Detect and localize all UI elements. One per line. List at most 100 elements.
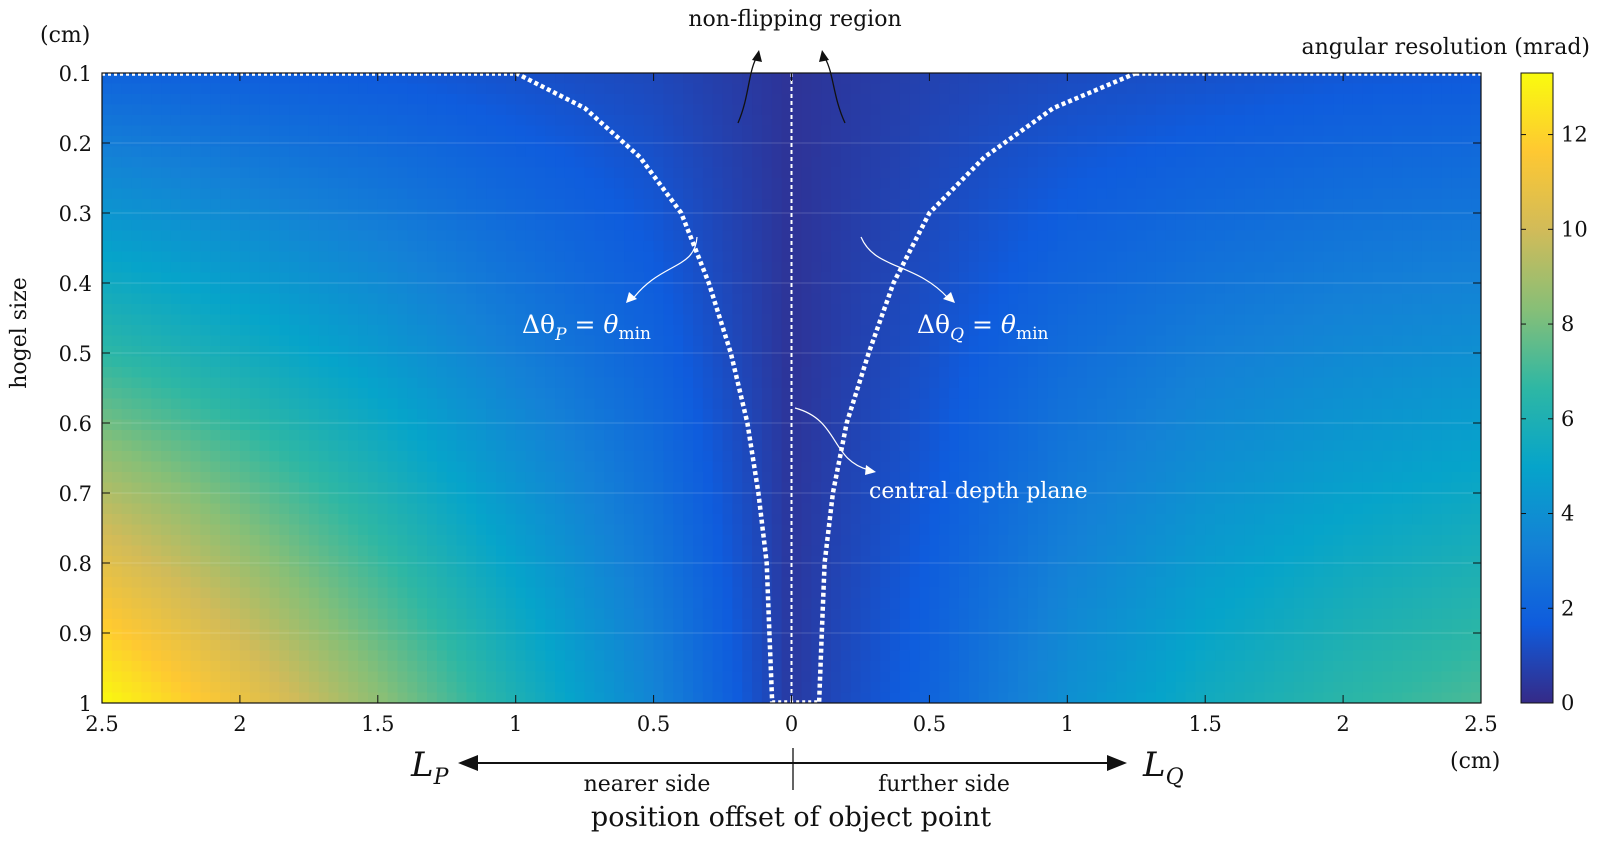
heatmap-cell xyxy=(161,293,172,305)
heatmap-cell xyxy=(338,367,349,379)
heatmap-cell xyxy=(1146,430,1157,442)
heatmap-cell xyxy=(230,325,241,337)
heatmap-cell xyxy=(121,83,133,95)
heatmap-cell xyxy=(170,199,182,211)
heatmap-cell xyxy=(239,125,251,137)
heatmap-cell xyxy=(998,388,1009,400)
heatmap-cell xyxy=(1234,136,1246,148)
heatmap-cell xyxy=(230,440,241,452)
heatmap-cell xyxy=(505,398,517,410)
heatmap-cell xyxy=(791,293,802,305)
heatmap-cell xyxy=(761,230,773,242)
heatmap-cell xyxy=(239,83,251,95)
heatmap-cell xyxy=(1293,241,1305,253)
heatmap-cell xyxy=(880,283,891,295)
heatmap-cell xyxy=(998,178,1009,190)
heatmap-cell xyxy=(299,440,310,452)
heatmap-cell xyxy=(1195,430,1206,442)
heatmap-cell xyxy=(1116,199,1127,211)
heatmap-cell xyxy=(1037,356,1049,368)
heatmap-cell xyxy=(486,314,497,326)
heatmap-cell xyxy=(1215,178,1226,190)
heatmap-cell xyxy=(338,335,349,347)
heatmap-cell xyxy=(397,440,408,452)
heatmap-cell xyxy=(1185,367,1196,379)
heatmap-cell xyxy=(653,209,665,221)
heatmap-cell xyxy=(1165,377,1177,389)
heatmap-cell xyxy=(407,251,418,263)
heatmap-cell xyxy=(1106,356,1118,368)
heatmap-cell xyxy=(1293,136,1305,148)
heatmap-cell xyxy=(1264,188,1275,200)
heatmap-cell xyxy=(1126,388,1137,400)
heatmap-cell xyxy=(407,335,418,347)
heatmap-cell xyxy=(663,241,674,253)
heatmap-cell xyxy=(949,346,960,358)
heatmap-cell xyxy=(1126,136,1137,148)
heatmap-cell xyxy=(860,188,871,200)
heatmap-cell xyxy=(387,335,399,347)
heatmap-cell xyxy=(791,388,802,400)
heatmap-cell xyxy=(958,419,970,431)
heatmap-cell xyxy=(604,241,615,253)
heatmap-cell xyxy=(919,430,930,442)
heatmap-cell xyxy=(1362,419,1374,431)
heatmap-cell xyxy=(338,430,349,442)
heatmap-cell xyxy=(161,241,172,253)
heatmap-cell xyxy=(1018,241,1029,253)
heatmap-cell xyxy=(279,241,290,253)
heatmap-cell xyxy=(929,346,940,358)
heatmap-cell xyxy=(1431,199,1443,211)
heatmap-cell xyxy=(1205,325,1216,337)
heatmap-cell xyxy=(269,430,280,442)
heatmap-cell xyxy=(1146,83,1157,95)
heatmap-cell xyxy=(1027,398,1039,410)
heatmap-cell xyxy=(801,157,812,169)
heatmap-cell xyxy=(870,335,881,347)
heatmap-cell xyxy=(161,419,172,431)
heatmap-cell xyxy=(1352,304,1364,316)
heatmap-cell xyxy=(456,325,468,337)
heatmap-cell xyxy=(1146,283,1157,295)
heatmap-cell xyxy=(673,409,684,421)
heatmap-cell xyxy=(909,146,921,158)
heatmap-cell xyxy=(259,325,271,337)
heatmap-cell xyxy=(102,178,113,190)
heatmap-cell xyxy=(594,346,605,358)
heatmap-cell xyxy=(1254,346,1265,358)
heatmap-cell xyxy=(1362,335,1374,347)
heatmap-cell xyxy=(584,230,596,242)
heatmap-cell xyxy=(121,188,133,200)
heatmap-cell xyxy=(1175,388,1187,400)
heatmap-cell xyxy=(1155,314,1167,326)
heatmap-cell xyxy=(988,304,999,316)
heatmap-cell xyxy=(712,178,724,190)
heatmap-cell xyxy=(367,325,379,337)
heatmap-cell xyxy=(1352,104,1364,116)
heatmap-cell xyxy=(968,157,980,169)
heatmap-cell xyxy=(1441,178,1453,190)
heatmap-cell xyxy=(407,293,418,305)
heatmap-cell xyxy=(259,251,271,263)
heatmap-cell xyxy=(407,209,418,221)
heatmap-cell xyxy=(1254,94,1265,106)
heatmap-cell xyxy=(1431,241,1443,253)
heatmap-cell xyxy=(594,398,605,410)
heatmap-cell xyxy=(102,272,113,284)
heatmap-cell xyxy=(1352,367,1364,379)
heatmap-cell xyxy=(269,325,280,337)
heatmap-cell xyxy=(653,220,665,232)
heatmap-cell xyxy=(929,115,940,127)
heatmap-cell xyxy=(811,293,822,305)
heatmap-cell xyxy=(899,115,911,127)
heatmap-cell xyxy=(1027,167,1039,179)
heatmap-cell xyxy=(1244,83,1256,95)
heatmap-cell xyxy=(1057,388,1068,400)
heatmap-cell xyxy=(1146,178,1157,190)
heatmap-cell xyxy=(367,73,379,85)
heatmap-cell xyxy=(180,430,192,442)
heatmap-cell xyxy=(1185,241,1196,253)
heatmap-cell xyxy=(1471,104,1481,116)
heatmap-cell xyxy=(821,377,832,389)
heatmap-cell xyxy=(131,430,142,442)
